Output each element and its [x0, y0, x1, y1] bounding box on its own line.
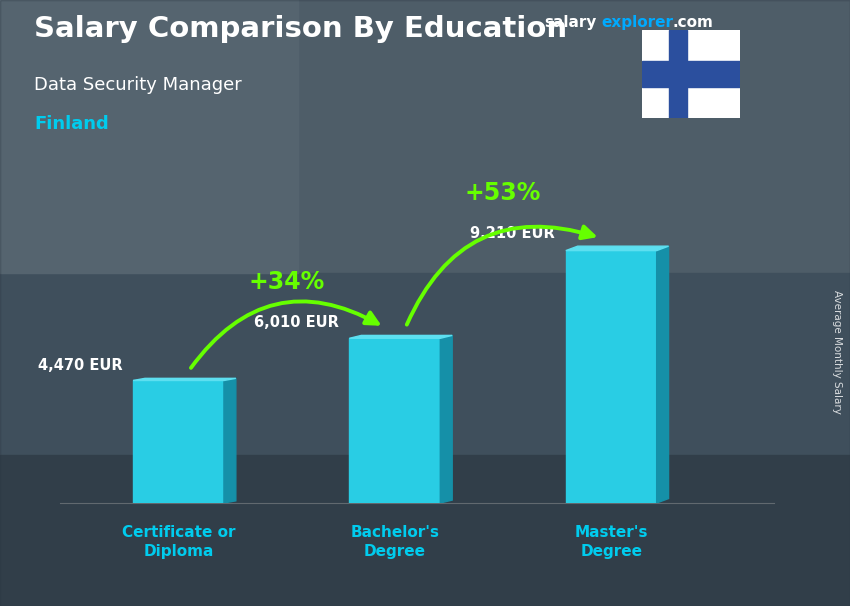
Bar — [349, 338, 440, 503]
Text: 4,470 EUR: 4,470 EUR — [37, 358, 122, 373]
Bar — [0, 0, 850, 273]
Polygon shape — [224, 378, 235, 503]
Bar — [642, 61, 740, 87]
Text: .com: .com — [672, 15, 713, 30]
Polygon shape — [349, 335, 452, 338]
Bar — [0, 273, 850, 454]
Text: Finland: Finland — [34, 115, 109, 133]
Polygon shape — [566, 246, 669, 251]
Polygon shape — [657, 246, 669, 503]
Text: Salary Comparison By Education: Salary Comparison By Education — [34, 15, 567, 43]
Text: explorer: explorer — [602, 15, 674, 30]
Text: Average Monthly Salary: Average Monthly Salary — [832, 290, 842, 413]
Bar — [669, 30, 687, 118]
Text: 6,010 EUR: 6,010 EUR — [254, 315, 338, 330]
Polygon shape — [440, 335, 452, 503]
Text: Data Security Manager: Data Security Manager — [34, 76, 241, 94]
Bar — [0, 0, 298, 273]
Polygon shape — [133, 378, 235, 381]
Bar — [566, 251, 657, 503]
Text: salary: salary — [544, 15, 597, 30]
Text: +34%: +34% — [248, 270, 325, 294]
Bar — [0, 454, 850, 606]
Bar — [133, 381, 224, 503]
Text: +53%: +53% — [465, 181, 541, 204]
Text: 9,210 EUR: 9,210 EUR — [470, 225, 555, 241]
